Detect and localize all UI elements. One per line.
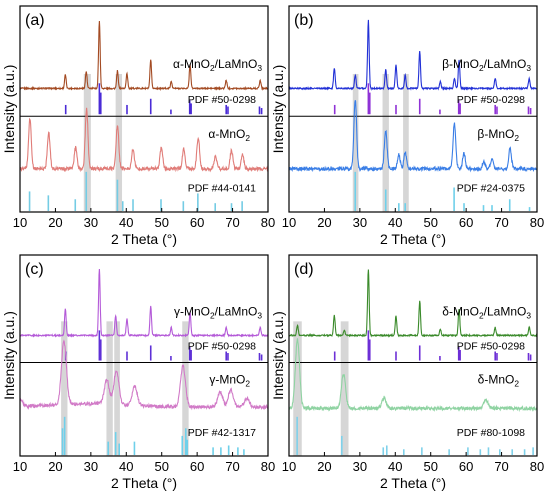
sample-label-upper: δ-MnO2/LaMnO3 [442,304,531,320]
reference-label-upper: PDF #50-0298 [188,340,256,352]
y-axis-label: Intensity (a.u.) [1,311,17,400]
reference-label-lower: PDF #44-0141 [188,182,256,194]
x-tick-label: 10 [13,459,27,474]
highlight-band [83,73,91,212]
x-tick-label: 10 [13,215,27,230]
plot-frame [288,254,538,457]
x-tick-label: 40 [388,459,402,474]
reference-label-lower: PDF #80-1098 [457,427,525,439]
x-tick-label: 40 [119,459,133,474]
reference-pattern [61,416,245,455]
x-axis-label: 2 Theta (°) [111,231,177,247]
panel-label: (a) [25,12,45,29]
x-axis-label: 2 Theta (°) [111,475,177,491]
xrd-series-line [19,339,269,411]
panel-label: (d) [294,261,314,278]
panel-a: 10 20 30 40 50 60 70 80 2 Theta (°) Intensity (a.… [1,5,275,247]
reference-pattern [333,330,532,361]
sample-label-lower: α-MnO2 [208,127,250,143]
reference-pattern [28,171,243,211]
x-tick-label: 30 [353,215,367,230]
x-tick-label: 30 [84,459,98,474]
reference-label-upper: PDF #50-0298 [457,94,525,106]
x-tick-label: 50 [154,459,168,474]
x-axis-label: 2 Theta (°) [380,231,446,247]
x-tick-label: 70 [494,215,508,230]
xrd-series-line [19,268,269,338]
x-tick-label: 60 [190,215,204,230]
panel-d: 10 20 30 40 50 60 70 80 2 Theta (°) Intensity (a.… [270,254,544,491]
x-tick-label: 40 [119,215,133,230]
x-tick-label: 50 [423,215,437,230]
highlight-band [340,321,349,456]
panel-label: (c) [25,261,44,278]
x-tick-label: 10 [282,459,296,474]
highlight-band [182,321,189,456]
plot-frame [19,5,269,213]
plot-frame [288,5,538,213]
panel-b: 10 20 30 40 50 60 70 80 2 Theta (°) Intensity (a.… [270,5,544,247]
x-tick-label: 60 [459,215,473,230]
highlight-band [403,73,409,212]
x-tick-label: 10 [282,215,296,230]
sample-label-upper: β-MnO2/LaMnO3 [442,57,531,73]
xrd-series-line [19,20,269,92]
x-tick-label: 30 [353,459,367,474]
reference-label-upper: PDF #50-0298 [188,94,256,106]
y-axis-label: Intensity (a.u.) [1,65,17,154]
reference-label-lower: PDF #24-0375 [457,182,525,194]
sample-label-lower: γ-MnO2 [209,373,250,389]
highlight-band [352,73,359,212]
xrd-series-line [288,338,538,413]
highlight-band [293,321,302,456]
x-tick-label: 80 [530,215,544,230]
sample-label-lower: δ-MnO2 [478,373,520,389]
x-tick-label: 20 [48,459,62,474]
x-tick-label: 60 [190,459,204,474]
xrd-series-line [288,100,538,173]
sample-label-upper: γ-MnO2/LaMnO3 [174,304,262,320]
reference-label-lower: PDF #42-1317 [188,427,256,439]
reference-pattern [354,171,531,211]
xrd-series-line [288,19,538,91]
y-axis-label: Intensity (a.u.) [270,311,286,400]
x-tick-label: 60 [459,459,473,474]
x-tick-label: 50 [154,215,168,230]
x-axis-label: 2 Theta (°) [380,475,446,491]
x-tick-label: 20 [317,215,331,230]
panel-label: (b) [294,12,314,29]
x-tick-label: 80 [530,459,544,474]
x-tick-label: 20 [317,459,331,474]
sample-label-lower: β-MnO2 [477,127,519,143]
reference-pattern [333,83,532,115]
x-tick-label: 20 [48,215,62,230]
highlight-band [61,321,68,456]
sample-label-upper: α-MnO2/LaMnO3 [173,57,262,73]
panel-c: 10 20 30 40 50 60 70 80 2 Theta (°) Intensity (a.… [1,254,275,491]
xrd-series-line [19,107,269,173]
reference-label-upper: PDF #50-0298 [457,340,525,352]
x-tick-label: 80 [261,215,275,230]
x-tick-label: 70 [225,215,239,230]
y-axis-label: Intensity (a.u.) [270,65,286,154]
highlight-band [382,73,389,212]
x-tick-label: 40 [388,215,402,230]
plot-frame [19,254,269,457]
x-tick-label: 50 [423,459,437,474]
reference-pattern [296,416,534,455]
x-tick-label: 80 [261,459,275,474]
x-tick-label: 70 [225,459,239,474]
highlight-band [114,321,120,456]
reference-pattern [64,83,263,115]
xrd-series-line [288,269,538,338]
x-tick-label: 30 [84,215,98,230]
x-tick-label: 70 [494,459,508,474]
